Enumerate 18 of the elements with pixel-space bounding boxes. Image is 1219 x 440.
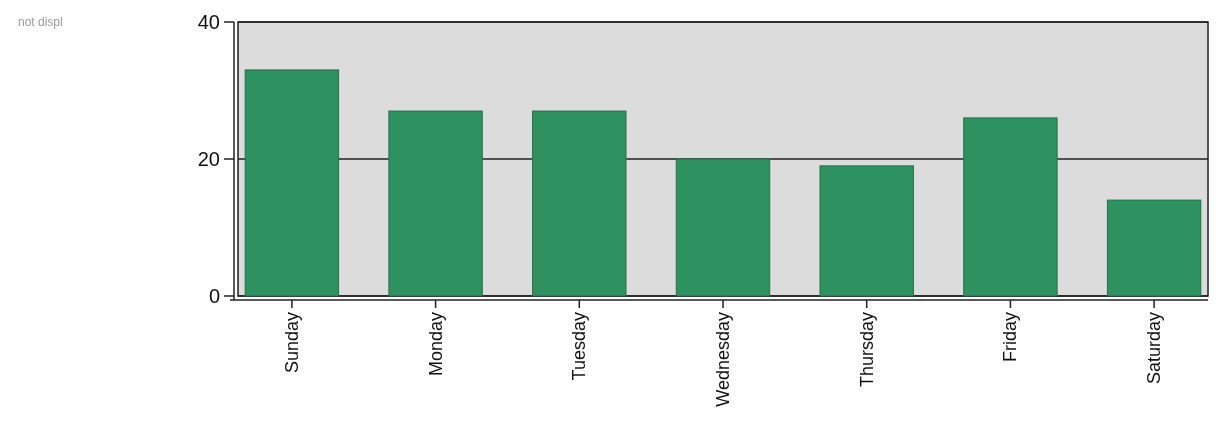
bar <box>532 110 627 297</box>
x-tick-label: Thursday <box>856 312 877 388</box>
bar <box>819 165 914 297</box>
bar <box>963 117 1058 297</box>
y-tick-label: 40 <box>197 11 220 33</box>
x-tick-label: Tuesday <box>569 312 590 381</box>
y-tick-label: 20 <box>197 148 220 170</box>
bar <box>388 110 483 297</box>
bar <box>1106 199 1202 297</box>
x-tick-label: Wednesday <box>713 312 733 407</box>
x-tick-label: Sunday <box>281 312 302 374</box>
x-tick-label: Saturday <box>1144 312 1165 385</box>
x-tick-label: Monday <box>425 312 446 377</box>
text: not displ <box>18 15 63 29</box>
bar <box>675 158 771 297</box>
x-tick-label: Friday <box>1000 312 1021 363</box>
bar <box>244 69 340 297</box>
y-tick-label: 0 <box>208 285 220 307</box>
